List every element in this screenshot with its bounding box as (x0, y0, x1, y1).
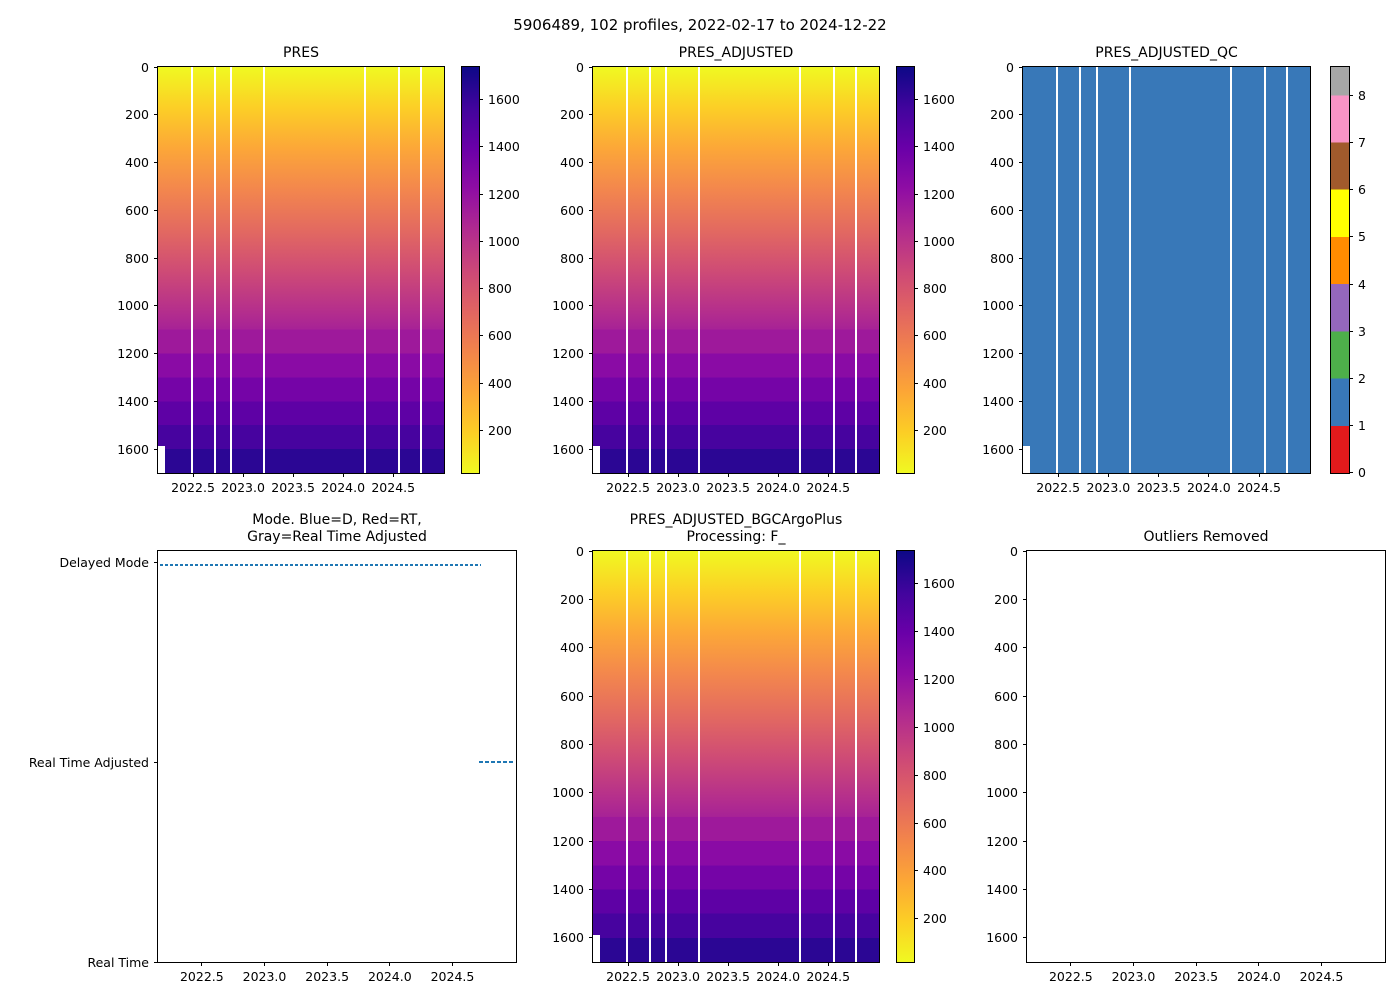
missing-profile-gap (648, 67, 651, 473)
missing-profile-gap (1229, 67, 1232, 473)
pres-adjusted-y-ticks: 0 200 400 600 800 1000 1200 1400 1600 (552, 59, 593, 457)
missing-profile-gap (213, 67, 216, 473)
missing-profile-gap (420, 67, 423, 473)
pres-x-ticks: 2022.5 2023.0 2023.5 2024.0 2024.5 (171, 473, 416, 495)
bgc-x-ticks: 2022.5 2023.0 2023.5 2024.0 2024.5 (606, 962, 851, 984)
bgc-colorbar: 200 400 600 800 1000 1200 1400 1600 (896, 550, 955, 963)
shallow-profile-notch (1023, 446, 1030, 473)
missing-profile-gap (665, 67, 668, 473)
qc-colorbar-bands (1331, 67, 1349, 473)
outliers-x-ticks: 2022.5 2023.0 2023.5 2024.0 2024.5 (1048, 962, 1344, 984)
pres-y-ticks: 0 200 400 600 800 1000 1200 1400 1600 (117, 59, 158, 457)
qc-flag-heatmap (1023, 67, 1310, 473)
missing-profile-gap (798, 67, 801, 473)
missing-profile-gap (263, 67, 266, 473)
missing-profile-gap (625, 67, 628, 473)
missing-profile-gap (1078, 67, 1081, 473)
missing-profile-gap (698, 67, 701, 473)
pres-adjusted-colorbar: 200 400 600 800 1000 1200 1400 1600 (896, 66, 955, 474)
plot-bgc-pres-adjusted: 0 200 400 600 800 1000 1200 1400 1600 2022.5 2023… (552, 544, 880, 984)
missing-profile-gap (190, 67, 193, 473)
qc-y-ticks: 0 200 400 600 800 1000 1200 1400 1600 (982, 59, 1023, 457)
pres-adjusted-colorbar-gradient (897, 67, 914, 473)
outliers-y-ticks: 0 200 400 600 800 1000 1200 1400 1600 (986, 543, 1027, 946)
subplot-title-bgc: PRES_ADJUSTED_BGCArgoPlus Processing: F_ (592, 512, 880, 546)
missing-profile-gap (1128, 67, 1131, 473)
real-time-adjusted-line (479, 761, 514, 764)
bgc-y-ticks: 0 200 400 600 800 1000 1200 1400 1600 (552, 543, 593, 946)
missing-profile-gap (1095, 67, 1098, 473)
missing-profile-gap (1286, 67, 1289, 473)
mode-x-ticks: 2022.5 2023.0 2023.5 2024.0 2024.5 (179, 962, 475, 984)
missing-profile-gap (832, 67, 835, 473)
bgc-colorbar-ticks: 200 400 600 800 1000 1200 1400 1600 (914, 576, 955, 927)
qc-x-ticks: 2022.5 2023.0 2023.5 2024.0 2024.5 (1036, 473, 1281, 495)
shallow-profile-notch (593, 935, 600, 962)
subplot-title-pres-adjusted-qc: PRES_ADJUSTED_QC (1095, 45, 1238, 61)
missing-profile-gap (855, 551, 858, 962)
missing-profile-gap (1056, 67, 1058, 473)
missing-profile-gap (665, 551, 668, 962)
pres-colorbar-gradient (462, 67, 479, 473)
plot-pres: 0 200 400 600 800 1000 1200 1400 1600 2022.5 2023… (117, 60, 445, 495)
plot-mode: Delayed Mode Real Time Adjusted Real Time … (29, 550, 517, 984)
pres-heatmap (158, 67, 444, 473)
missing-profile-gap (698, 551, 701, 962)
missing-profile-gap (798, 551, 801, 962)
subplot-title-bgc-line2: Processing: F_ (686, 529, 786, 545)
subplot-title-mode-line1: Mode. Blue=D, Red=RT, (252, 512, 422, 528)
subplot-title-mode-line2: Gray=Real Time Adjusted (247, 529, 427, 545)
mode-y-category-labels: Delayed Mode Real Time Adjusted Real Time (28, 555, 159, 970)
shallow-profile-notch (158, 446, 165, 473)
plot-pres-adjusted-qc: 0 200 400 600 800 1000 1200 1400 1600 2022.5 2023… (982, 60, 1311, 495)
missing-profile-gap (397, 67, 400, 473)
missing-profile-gap (832, 551, 835, 962)
missing-profile-gap (363, 67, 366, 473)
missing-profile-gap (1263, 67, 1266, 473)
subplot-title-bgc-line1: PRES_ADJUSTED_BGCArgoPlus (629, 512, 843, 528)
subplot-title-pres: PRES (283, 45, 319, 61)
subplot-title-outliers: Outliers Removed (1143, 529, 1269, 545)
missing-profile-gap (230, 67, 233, 473)
missing-profile-gap (855, 67, 858, 473)
figure-title: 5906489, 102 profiles, 2022-02-17 to 202… (513, 16, 887, 34)
plot-outliers-removed: 0 200 400 600 800 1000 1200 1400 1600 2022.5 2023… (986, 544, 1386, 984)
pres-colorbar-ticks: 200 400 600 800 1000 1200 1400 1600 (479, 91, 520, 438)
plot-pres-adjusted: 0 200 400 600 800 1000 1200 1400 1600 2022.5 2023… (552, 60, 880, 495)
missing-profile-gap (648, 551, 651, 962)
delayed-mode-line (159, 563, 482, 566)
subplot-title-mode: Mode. Blue=D, Red=RT, Gray=Real Time Adj… (157, 512, 517, 546)
pres-adjusted-colorbar-ticks: 200 400 600 800 1000 1200 1400 1600 (914, 91, 955, 438)
pres-adjusted-heatmap (593, 67, 879, 473)
bgc-colorbar-gradient (897, 551, 914, 962)
bgc-heatmap (593, 551, 879, 962)
missing-profile-gap (625, 551, 628, 962)
pres-adjusted-x-ticks: 2022.5 2023.0 2023.5 2024.0 2024.5 (606, 473, 851, 495)
subplot-title-pres-adjusted: PRES_ADJUSTED (678, 45, 794, 61)
pres-colorbar: 200 400 600 800 1000 1200 1400 1600 (461, 66, 520, 474)
shallow-profile-notch (593, 446, 600, 473)
